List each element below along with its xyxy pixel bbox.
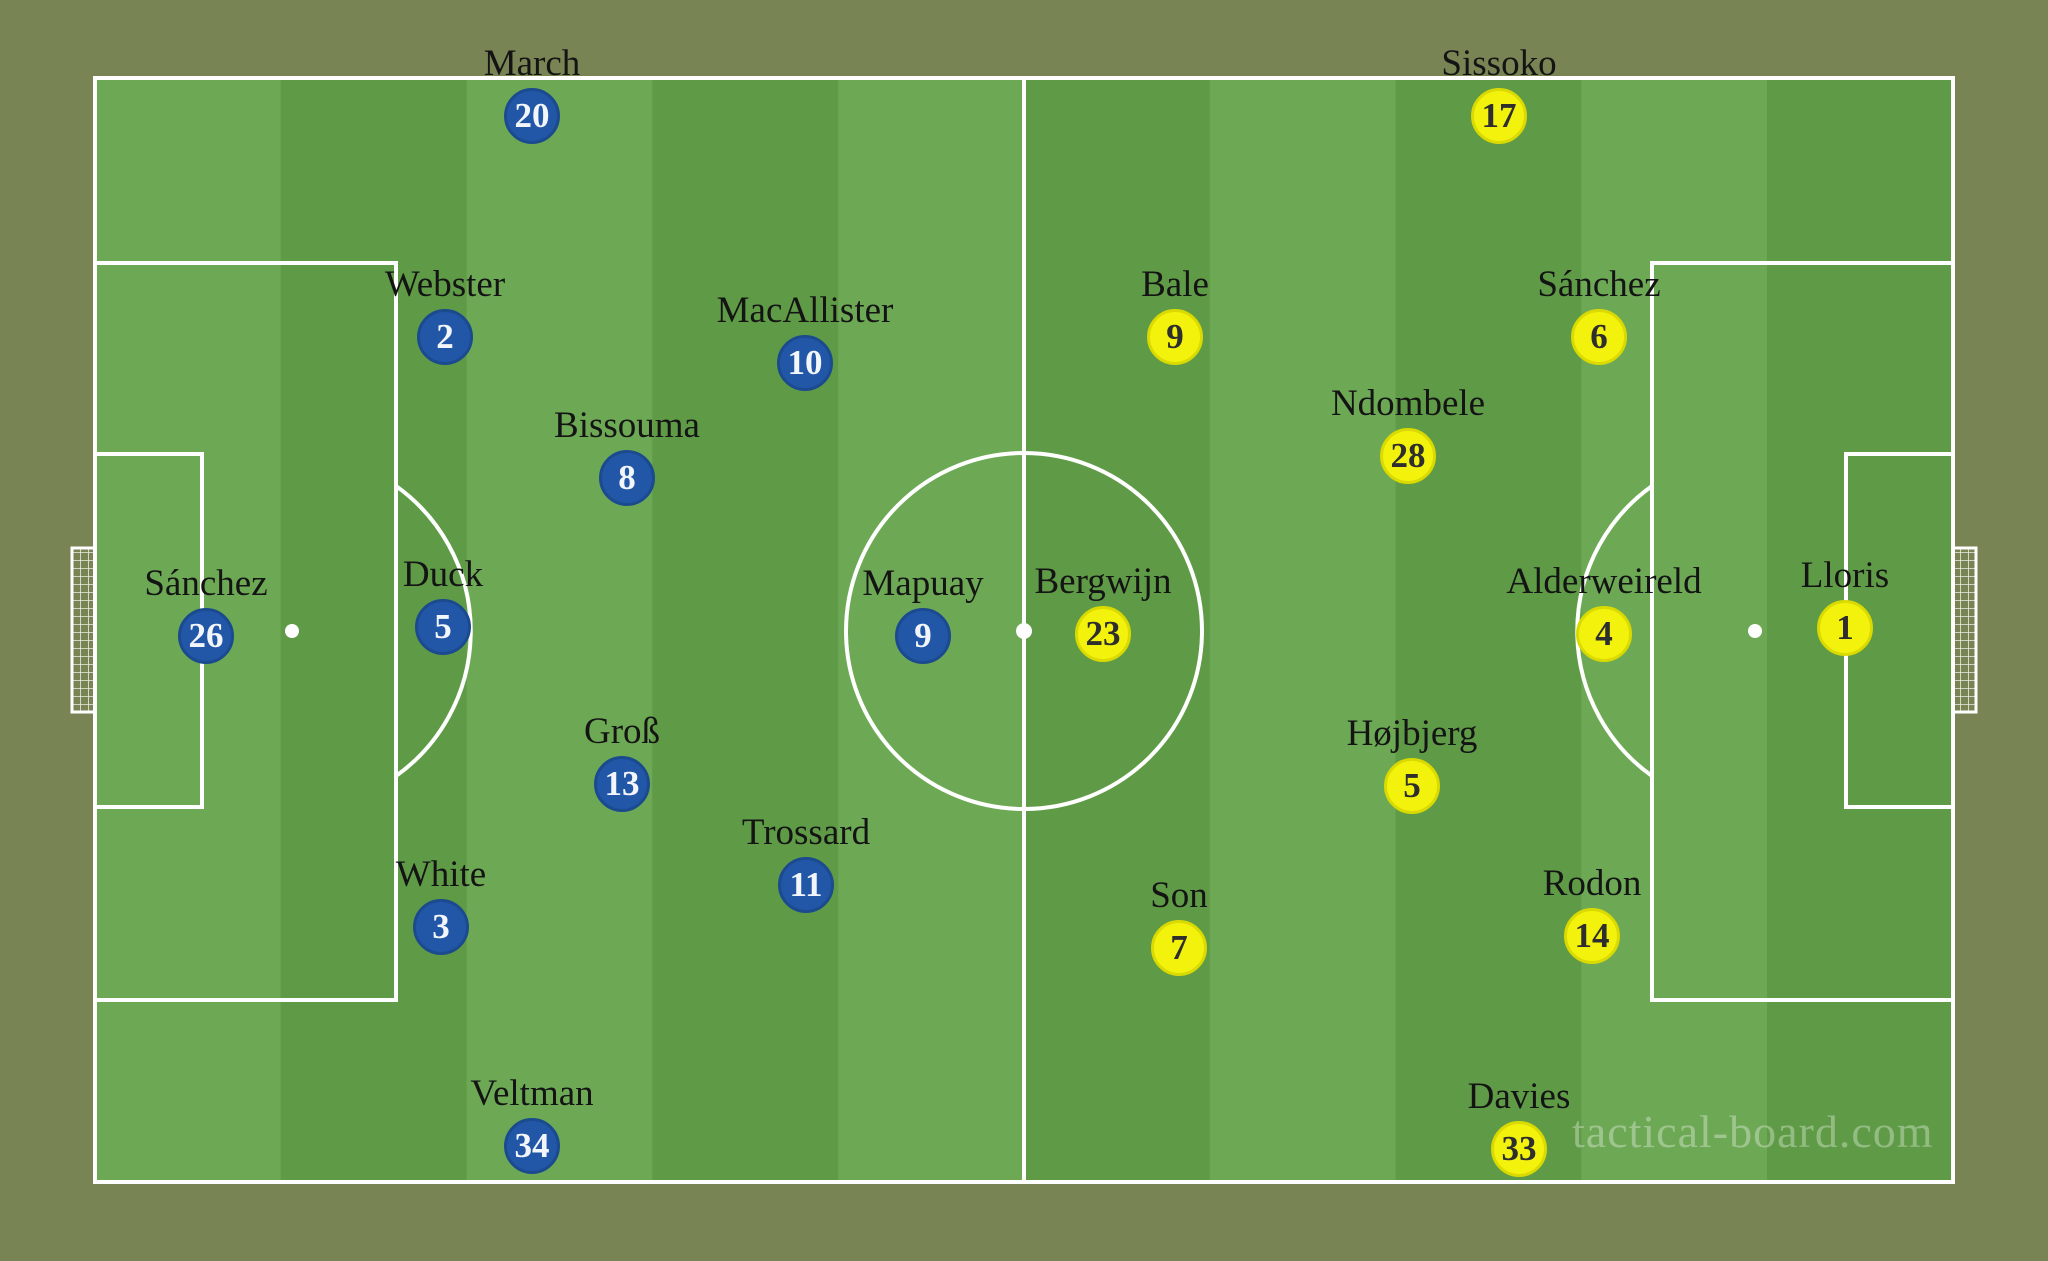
player-number-circle[interactable]: 28 [1380, 428, 1436, 484]
player-name-label: Ndombele [1330, 383, 1486, 424]
player-number-circle[interactable]: 9 [895, 608, 951, 664]
center-spot [1016, 623, 1032, 639]
player-name-label: Trossard [741, 812, 871, 853]
player-number-circle[interactable]: 23 [1075, 606, 1131, 662]
player-name-label: Bale [1141, 264, 1209, 305]
player-number-circle[interactable]: 14 [1564, 908, 1620, 964]
goal-right [1951, 546, 1978, 714]
player-name-label: Son [1150, 875, 1208, 916]
player-number-circle[interactable]: 34 [504, 1118, 560, 1174]
player-number-circle[interactable]: 2 [417, 309, 473, 365]
player-name-label: Sánchez [1537, 264, 1661, 305]
player-number-circle[interactable]: 8 [599, 450, 655, 506]
player-number-circle[interactable]: 11 [778, 857, 834, 913]
player-name-label: Bissouma [554, 405, 700, 446]
player-name-label: Bergwijn [1034, 561, 1172, 602]
player-name-label: Sánchez [144, 563, 268, 604]
player-number-circle[interactable]: 5 [1384, 758, 1440, 814]
player-number-circle[interactable]: 10 [777, 335, 833, 391]
player-number-circle[interactable]: 1 [1817, 600, 1873, 656]
player-name-label: Højbjerg [1346, 713, 1478, 754]
player-number-circle[interactable]: 13 [594, 756, 650, 812]
player-name-label: MacAllister [716, 290, 894, 331]
player-name-label: Davies [1467, 1076, 1571, 1117]
player-number-circle[interactable]: 3 [413, 899, 469, 955]
player-name-label: Duck [402, 554, 484, 595]
goal-left [70, 546, 97, 714]
player-number-circle[interactable]: 26 [178, 608, 234, 664]
penalty-spot-right [1748, 624, 1762, 638]
player-number-circle[interactable]: 7 [1151, 920, 1207, 976]
player-number-circle[interactable]: 4 [1576, 606, 1632, 662]
player-name-label: Mapuay [862, 563, 984, 604]
player-number-circle[interactable]: 17 [1471, 88, 1527, 144]
player-number-circle[interactable]: 9 [1147, 309, 1203, 365]
player-name-label: March [483, 43, 581, 84]
player-number-circle[interactable]: 5 [415, 599, 471, 655]
player-number-circle[interactable]: 20 [504, 88, 560, 144]
player-name-label: Veltman [470, 1073, 594, 1114]
player-number-circle[interactable]: 33 [1491, 1121, 1547, 1177]
watermark: tactical-board.com [1572, 1106, 1934, 1157]
player-number-circle[interactable]: 6 [1571, 309, 1627, 365]
player-name-label: Groß [583, 711, 661, 752]
player-name-label: Lloris [1800, 555, 1890, 596]
player-name-label: White [395, 854, 487, 895]
pitch-spots [285, 623, 1762, 639]
player-name-label: Webster [384, 264, 506, 305]
penalty-spot-left [285, 624, 299, 638]
player-name-label: Sissoko [1441, 43, 1557, 84]
player-name-label: Rodon [1542, 863, 1642, 904]
player-name-label: Alderweireld [1506, 561, 1702, 602]
